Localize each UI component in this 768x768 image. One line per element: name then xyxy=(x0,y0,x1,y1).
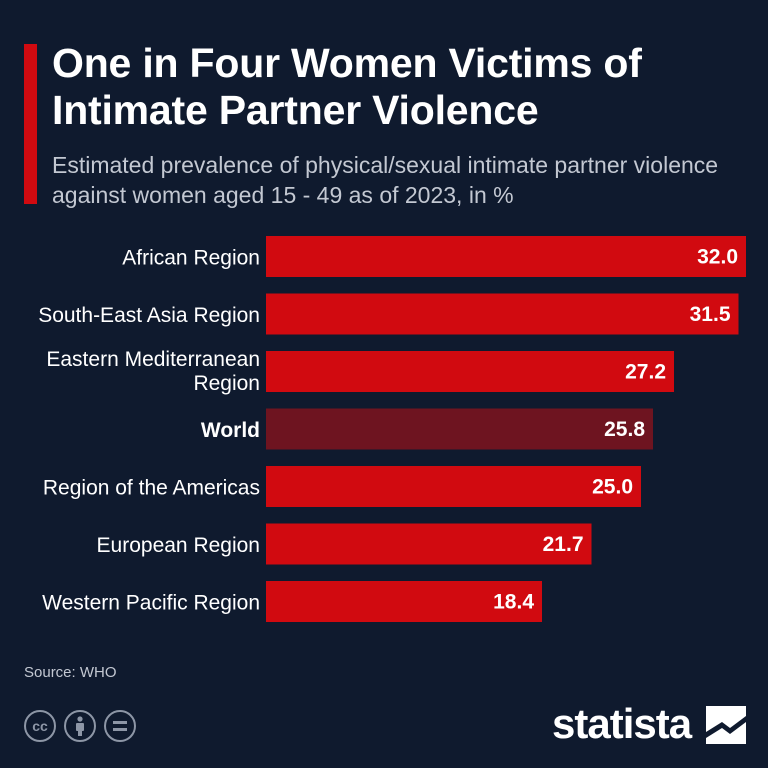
bar-african-region xyxy=(266,236,746,277)
value-label: 25.8 xyxy=(604,418,645,441)
no-derivatives-icon[interactable] xyxy=(104,710,136,742)
bar-south-east-asia-region xyxy=(266,293,739,335)
category-label: Region of the Americas xyxy=(43,477,260,500)
bar-european-region xyxy=(266,523,592,565)
value-label: 31.5 xyxy=(690,303,731,326)
value-label: 25.0 xyxy=(592,476,633,499)
category-label: European Region xyxy=(97,534,260,557)
value-label: 27.2 xyxy=(625,361,666,384)
cc-icon[interactable]: cc xyxy=(24,710,56,742)
bar-chart: 32.0 African Region 31.5 South-East Asia Re… xyxy=(38,236,746,622)
category-label: South-East Asia Region xyxy=(38,304,260,327)
license-icons: cc xyxy=(24,710,136,742)
category-label: African Region xyxy=(122,247,260,270)
value-label: 21.7 xyxy=(543,533,584,556)
title-accent-bar xyxy=(24,44,37,204)
category-label: Eastern Mediterranean Region xyxy=(46,348,260,395)
statista-logo-text[interactable]: statista xyxy=(552,700,692,747)
bar-eastern-mediterranean-region xyxy=(266,351,674,392)
attribution-icon[interactable] xyxy=(64,710,96,742)
page-title: One in Four Women Victims of Intimate Pa… xyxy=(52,40,642,133)
category-label: World xyxy=(201,419,260,442)
value-label: 32.0 xyxy=(697,246,738,269)
page-subtitle: Estimated prevalence of physical/sexual … xyxy=(52,152,719,208)
source-note: Source: WHO xyxy=(24,664,117,681)
bar-region-of-the-americas xyxy=(266,466,641,507)
bar-western-pacific-region xyxy=(266,581,542,622)
category-label: Western Pacific Region xyxy=(42,592,260,615)
value-label: 18.4 xyxy=(493,591,534,614)
bar-world xyxy=(266,408,653,450)
statista-logo-icon xyxy=(706,706,746,744)
